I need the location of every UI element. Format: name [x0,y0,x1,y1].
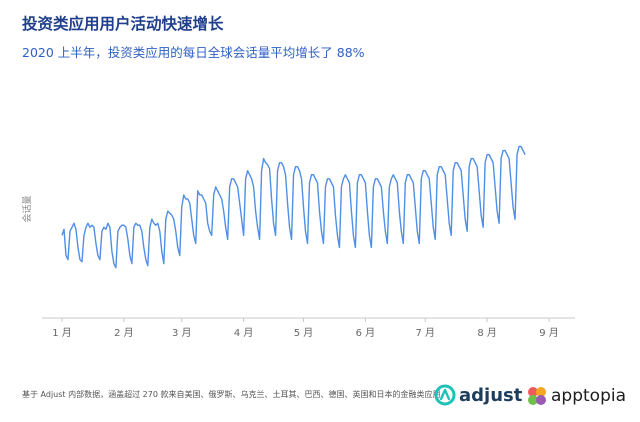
apptopia-logo: apptopia [526,383,626,409]
x-tick-label: 6 月 [356,327,376,339]
adjust-logo-icon [434,384,456,406]
x-tick-label: 8 月 [477,327,497,339]
x-tick-label: 9 月 [539,327,559,339]
series-line-0 [61,145,526,269]
footnote: 基于 Adjust 内部数据，涵盖超过 270 款来自美国、俄罗斯、乌克兰、土耳… [22,390,449,399]
x-tick-label: 5 月 [294,327,314,339]
x-tick-label: 4 月 [234,327,254,339]
x-tick-label: 3 月 [172,327,192,339]
adjust-logo: adjust [434,382,522,408]
x-tick-label: 1 月 [52,327,72,339]
apptopia-logo-icon [528,387,546,405]
x-tick-label: 2 月 [114,327,134,339]
x-tick-label: 7 月 [415,327,435,339]
chart-subtitle: 2020 上半年，投资类应用的每日全球会话量平均增长了 88% [22,45,365,60]
y-axis-label: 会话量 [21,195,33,222]
chart-area: 1 月 2 月 3 月 4 月 5 月 6 月 7 月 8 月 9 月 会话量 [21,145,575,339]
apptopia-logo-text: apptopia [551,386,626,406]
chart-title: 投资类应用用户活动快速增长 [22,15,224,33]
adjust-logo-text: adjust [459,384,523,406]
